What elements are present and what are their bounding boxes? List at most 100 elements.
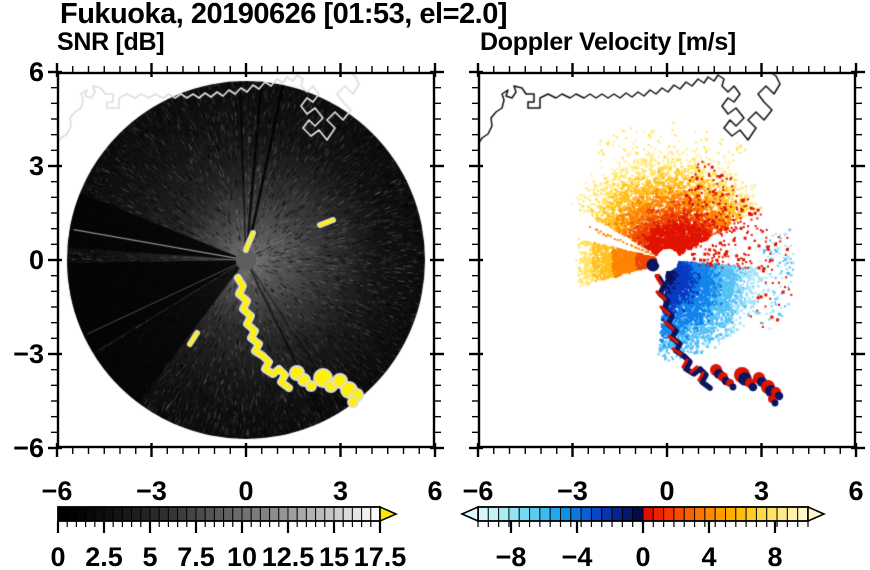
colorbar-cell: [652, 506, 665, 522]
y-tick-label: −3: [13, 339, 44, 369]
snr-colorbar-tick-label: 10: [227, 542, 257, 570]
colorbar-cell: [259, 506, 271, 522]
colorbar-cell: [94, 506, 105, 522]
x-tick-label: −3: [557, 476, 588, 506]
colorbar-cell: [57, 506, 68, 522]
colorbar-cell: [714, 506, 726, 522]
colorbar-cell: [663, 506, 675, 522]
figure-title: Fukuoka, 20190626 [01:53, el=2.0]: [60, 0, 507, 30]
x-tick-label: −6: [463, 476, 494, 506]
colorbar-cell: [131, 506, 142, 522]
colorbar-cell: [232, 506, 243, 522]
x-tick-label: −3: [136, 476, 167, 506]
snr-colorbar-overflow-arrow: [379, 505, 398, 523]
x-tick-label: 6: [427, 476, 442, 506]
colorbar-cell: [704, 506, 716, 522]
colorbar-cell: [745, 506, 757, 522]
colorbar-cell: [673, 506, 685, 522]
x-tick-label: 6: [848, 476, 863, 506]
velocity-colorbar-overflow-arrow: [807, 505, 826, 523]
colorbar-cell: [269, 506, 280, 522]
snr-panel-canvas: [57, 72, 435, 448]
colorbar-cell: [735, 506, 747, 522]
snr-colorbar-tick-label: 12.5: [262, 542, 315, 570]
colorbar-cell: [241, 506, 252, 522]
colorbar-cell: [324, 506, 335, 522]
colorbar-cell: [361, 506, 372, 522]
velocity-colorbar-tick-label: 4: [701, 542, 716, 570]
colorbar-cell: [351, 506, 363, 522]
colorbar-cell: [590, 506, 603, 522]
colorbar-cell: [112, 506, 123, 522]
colorbar-cell: [601, 506, 613, 522]
colorbar-cell: [694, 506, 706, 522]
velocity-colorbar-underflow-arrow: [460, 505, 479, 523]
colorbar-cell: [580, 506, 592, 522]
colorbar-cell: [158, 506, 169, 522]
colorbar-cell: [766, 506, 778, 522]
snr-colorbar-tick-label: 2.5: [85, 542, 123, 570]
colorbar-cell: [177, 506, 188, 522]
velocity-colorbar-tick-label: 0: [635, 542, 650, 570]
colorbar-cell: [333, 506, 344, 522]
colorbar-cell: [296, 506, 307, 522]
colorbar-cell: [477, 506, 489, 522]
colorbar-cell: [642, 506, 654, 522]
colorbar-cell: [725, 506, 737, 522]
colorbar-cell: [539, 506, 551, 522]
colorbar-cell: [250, 506, 261, 522]
snr-colorbar-tick-label: 5: [142, 542, 157, 570]
colorbar-cell: [632, 506, 644, 522]
colorbar-cell: [140, 506, 151, 522]
snr-colorbar-tick-label: 15: [319, 542, 349, 570]
colorbar-cell: [621, 506, 634, 522]
colorbar-cell: [195, 506, 206, 522]
colorbar-cell: [560, 506, 572, 522]
velocity-panel-canvas: [478, 72, 856, 448]
colorbar-cell: [776, 506, 788, 522]
snr-colorbar-tick-label: 0: [50, 542, 65, 570]
x-tick-label: −6: [42, 476, 73, 506]
colorbar-cell: [223, 506, 234, 522]
colorbar-cell: [85, 506, 96, 522]
colorbar-cell: [611, 506, 623, 522]
colorbar-cell: [186, 506, 197, 522]
colorbar-cell: [103, 506, 114, 522]
colorbar-cell: [213, 506, 225, 522]
y-tick-label: 6: [29, 57, 44, 87]
colorbar-cell: [167, 506, 179, 522]
colorbar-cell: [315, 506, 326, 522]
snr-colorbar-tick-label: 7.5: [177, 542, 215, 570]
colorbar-cell: [518, 506, 531, 522]
x-tick-label: 0: [659, 476, 674, 506]
y-tick-label: 0: [29, 245, 44, 275]
x-tick-label: 3: [754, 476, 769, 506]
snr-colorbar-outline: [57, 506, 381, 522]
colorbar-cell: [75, 506, 87, 522]
colorbar-cell: [149, 506, 160, 522]
y-tick-label: −6: [13, 433, 44, 463]
colorbar-cell: [508, 506, 520, 522]
colorbar-cell: [487, 506, 500, 522]
snr-colorbar-tick-label: 17.5: [354, 542, 407, 570]
colorbar-cell: [498, 506, 510, 522]
colorbar-cell: [66, 506, 77, 522]
colorbar-cell: [755, 506, 768, 522]
colorbar-cell: [287, 506, 298, 522]
colorbar-cell: [797, 506, 809, 522]
colorbar-cell: [370, 506, 381, 522]
colorbar-cell: [121, 506, 133, 522]
colorbar-cell: [683, 506, 696, 522]
velocity-colorbar-tick-label: −8: [496, 542, 527, 570]
velocity-panel-title: Doppler Velocity [m/s]: [480, 28, 736, 56]
colorbar-cell: [204, 506, 215, 522]
snr-panel-title: SNR [dB]: [57, 28, 165, 56]
colorbar-cell: [305, 506, 317, 522]
x-tick-label: 0: [238, 476, 253, 506]
y-tick-label: 3: [29, 151, 44, 181]
colorbar-cell: [342, 506, 353, 522]
colorbar-cell: [570, 506, 582, 522]
velocity-colorbar-tick-label: 8: [767, 542, 782, 570]
velocity-colorbar-outline: [477, 506, 809, 522]
colorbar-cell: [786, 506, 799, 522]
